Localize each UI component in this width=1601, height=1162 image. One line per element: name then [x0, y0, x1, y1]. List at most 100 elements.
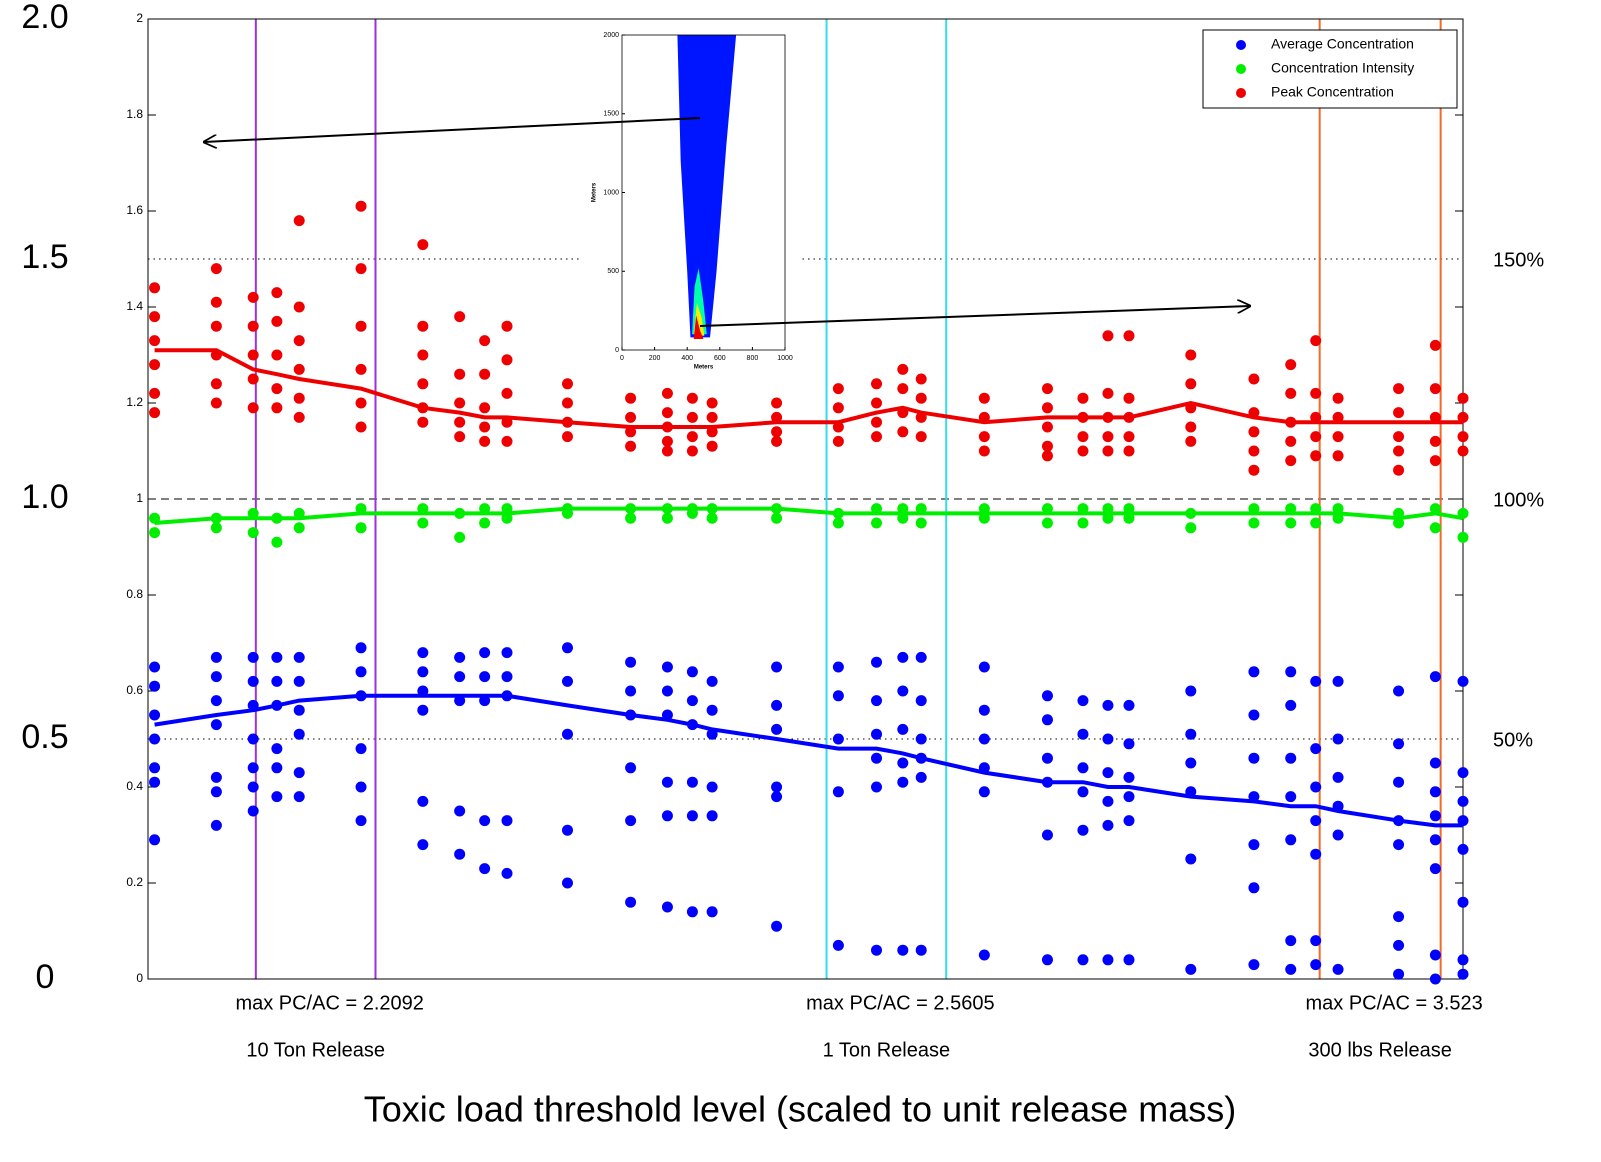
data-point — [355, 743, 367, 755]
data-point — [1457, 392, 1469, 404]
data-point — [832, 383, 844, 395]
data-point — [1077, 411, 1089, 423]
data-point — [871, 378, 883, 390]
data-point — [293, 728, 305, 740]
data-point — [1185, 435, 1197, 447]
data-point — [561, 824, 573, 836]
data-point — [561, 675, 573, 687]
data-point — [1123, 954, 1135, 966]
data-point — [625, 762, 637, 774]
data-point — [149, 407, 161, 419]
y-tick-label: 1.2 — [126, 395, 143, 409]
data-point — [1332, 963, 1344, 975]
data-point — [625, 512, 637, 524]
data-point — [706, 512, 718, 524]
data-point — [1285, 455, 1297, 467]
data-point — [625, 426, 637, 438]
data-point — [1332, 450, 1344, 462]
data-point — [293, 335, 305, 347]
data-point — [871, 656, 883, 668]
data-point — [706, 906, 718, 918]
data-point — [771, 426, 783, 438]
data-point — [1310, 675, 1322, 687]
data-point — [479, 815, 491, 827]
data-point — [417, 239, 429, 251]
data-point — [454, 416, 466, 428]
data-point — [978, 445, 990, 457]
data-point — [1393, 776, 1405, 788]
y-tick-label: 0 — [136, 971, 143, 985]
data-point — [293, 704, 305, 716]
data-point — [454, 805, 466, 817]
data-point — [625, 896, 637, 908]
data-point — [1123, 392, 1135, 404]
data-point — [661, 901, 673, 913]
data-point — [1041, 503, 1053, 515]
data-point — [355, 421, 367, 433]
data-point — [1102, 512, 1114, 524]
data-point — [1393, 507, 1405, 519]
data-point — [1393, 445, 1405, 457]
data-point — [1041, 752, 1053, 764]
data-point — [1457, 896, 1469, 908]
data-point — [1123, 512, 1135, 524]
data-point — [1332, 733, 1344, 745]
data-point — [897, 512, 909, 524]
data-point — [1393, 431, 1405, 443]
data-point — [1310, 387, 1322, 399]
data-point — [897, 723, 909, 735]
inset-x-label: Meters — [694, 365, 714, 371]
data-point — [661, 776, 673, 788]
data-point — [149, 834, 161, 846]
data-point — [1393, 407, 1405, 419]
data-point — [1285, 791, 1297, 803]
data-point — [454, 671, 466, 683]
data-point — [479, 435, 491, 447]
data-point — [915, 733, 927, 745]
data-point — [454, 311, 466, 323]
major-y-tick-label: 0.5 — [21, 718, 68, 756]
data-point — [771, 781, 783, 793]
data-point — [454, 397, 466, 409]
arrow — [699, 306, 1250, 327]
data-point — [271, 536, 283, 548]
data-point — [625, 685, 637, 697]
data-point — [871, 781, 883, 793]
data-point — [1102, 733, 1114, 745]
data-point — [897, 685, 909, 697]
data-point — [1310, 959, 1322, 971]
data-point — [706, 781, 718, 793]
data-point — [454, 507, 466, 519]
legend-label: Average Concentration — [1271, 36, 1414, 52]
data-point — [293, 507, 305, 519]
data-point — [417, 503, 429, 515]
data-point — [1310, 335, 1322, 347]
data-point — [1041, 829, 1053, 841]
data-point — [1185, 853, 1197, 865]
data-point — [417, 647, 429, 659]
data-point — [247, 373, 259, 385]
legend-label: Concentration Intensity — [1271, 60, 1414, 76]
data-point — [479, 402, 491, 414]
data-point — [1123, 815, 1135, 827]
data-point — [978, 949, 990, 961]
data-point — [247, 699, 259, 711]
inset-y-tick-label: 1500 — [603, 111, 619, 118]
y2-tick-label: 100% — [1493, 489, 1544, 511]
data-point — [686, 666, 698, 678]
data-point — [271, 699, 283, 711]
data-point — [271, 383, 283, 395]
data-point — [293, 675, 305, 687]
data-point — [915, 771, 927, 783]
data-point — [1457, 411, 1469, 423]
data-point — [897, 383, 909, 395]
region-label: 300 lbs Release — [1308, 1039, 1451, 1061]
data-point — [706, 426, 718, 438]
data-point — [271, 512, 283, 524]
data-point — [1077, 517, 1089, 529]
data-point — [832, 507, 844, 519]
data-point — [1285, 666, 1297, 678]
data-point — [1457, 954, 1469, 966]
data-point — [479, 335, 491, 347]
data-point — [1429, 949, 1441, 961]
